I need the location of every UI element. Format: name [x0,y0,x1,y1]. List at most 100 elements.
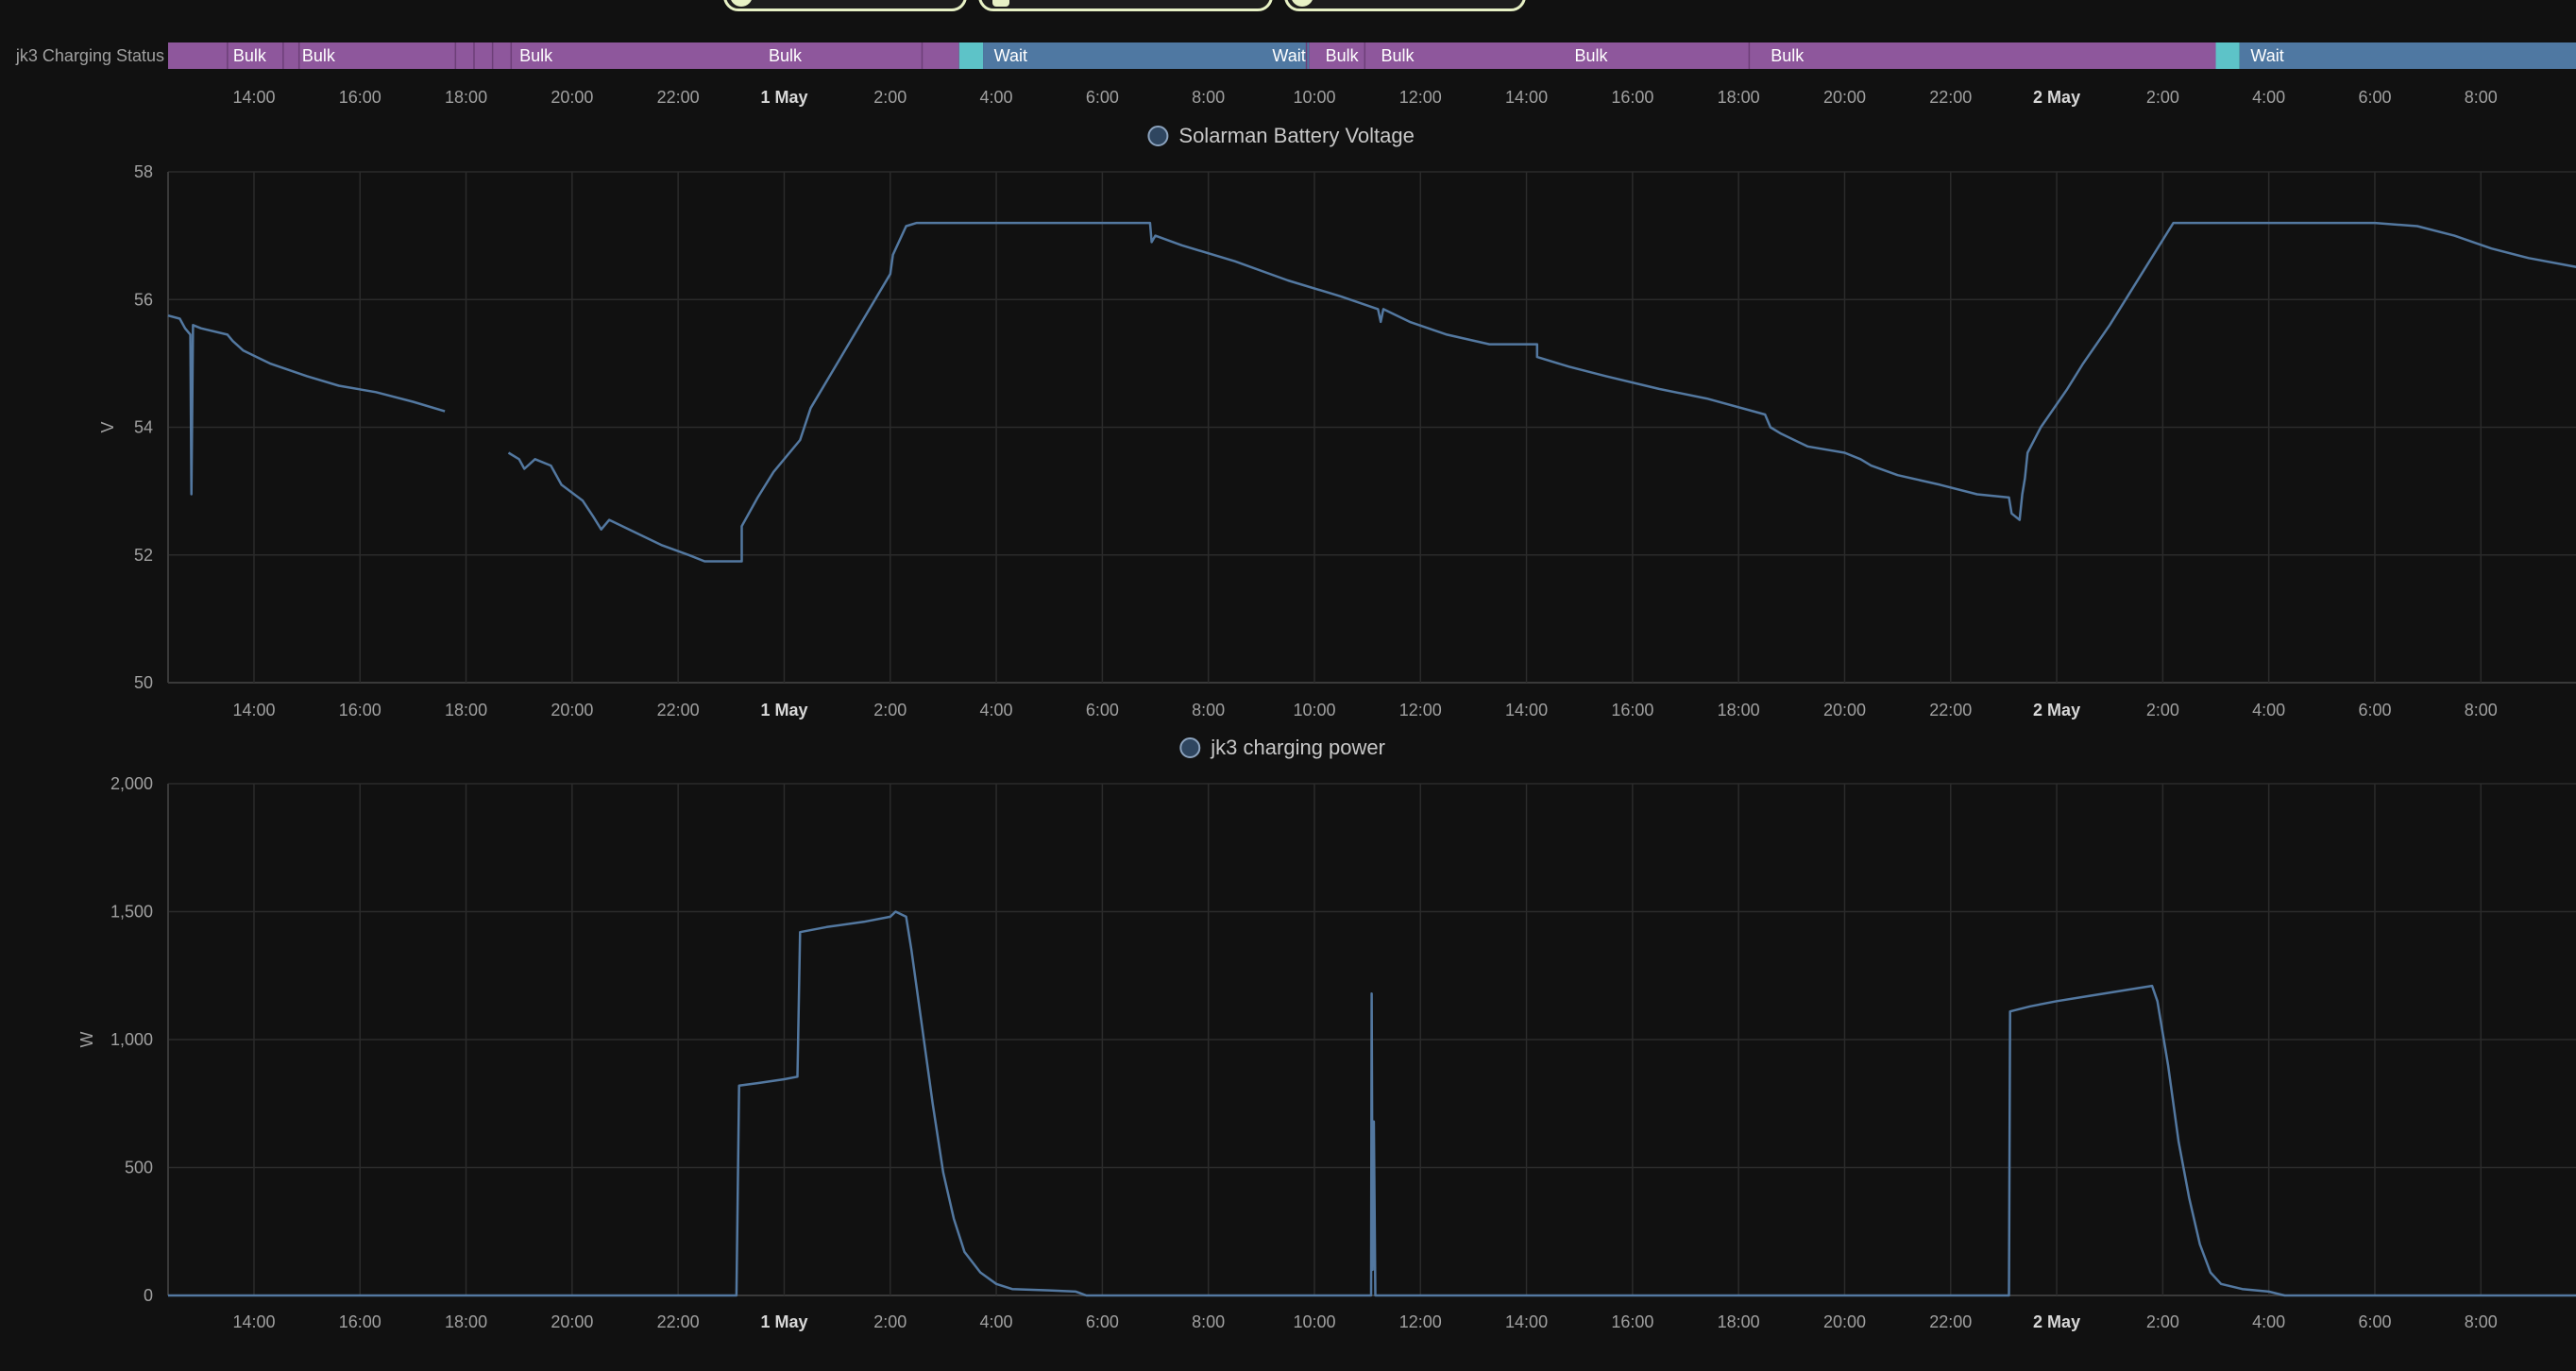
voltage-chart-x-tick: 18:00 [1718,701,1760,719]
timeline-state-label: Bulk [1381,46,1415,65]
power-chart-x-tick: 8:00 [1192,1312,1225,1331]
timeline-state-label: Bulk [233,46,267,65]
power-chart-y-tick: 1,500 [110,903,153,922]
voltage-chart-x-tick: 10:00 [1293,701,1335,719]
power-chart-x-tick: 16:00 [1611,1312,1653,1331]
voltage-chart-x-tick: 6:00 [1086,701,1119,719]
timeline-segment-wait [2239,42,2576,69]
timeline-segment-bulk [1309,42,2216,69]
power-chart-x-tick: 18:00 [445,1312,487,1331]
voltage-chart-x-tick: 20:00 [551,701,593,719]
voltage-chart-x-tick: 22:00 [657,701,700,719]
voltage-chart-x-tick: 4:00 [980,701,1013,719]
power-chart-x-tick: 16:00 [339,1312,381,1331]
voltage-chart-x-tick: 16:00 [339,701,381,719]
power-chart-x-tick: 4:00 [980,1312,1013,1331]
timeline-state-label: Wait [994,46,1027,65]
power-chart-x-tick: 4:00 [2252,1312,2285,1331]
power-chart-x-tick: 6:00 [1086,1312,1119,1331]
timeline-state-label: Bulk [1326,46,1360,65]
voltage-chart-series-line [167,313,446,496]
timeline-state-label: Bulk [302,46,336,65]
power-chart-y-tick: 2,000 [110,774,153,793]
power-chart-y-label: W [77,1032,96,1048]
power-chart-x-tick: 14:00 [1505,1312,1548,1331]
power-chart-x-tick: 2:00 [2146,1312,2179,1331]
voltage-chart-legend-swatch [1147,126,1169,146]
voltage-chart-x-tick: 2:00 [2146,701,2179,719]
power-chart-x-tick: 14:00 [232,1312,275,1331]
timeline-state-label: Bulk [1771,46,1805,65]
voltage-chart-y-tick: 50 [134,673,153,692]
power-chart-x-tick: 12:00 [1399,1312,1442,1331]
timeline-x-tick: 18:00 [1718,88,1760,107]
timeline-segment-wait [983,42,1310,69]
voltage-chart-x-tick: 2 May [2033,701,2080,719]
circle-icon [730,0,753,7]
timeline-x-tick: 12:00 [1399,88,1442,107]
timeline-x-tick: 2:00 [873,88,907,107]
voltage-chart-y-tick: 56 [134,290,153,309]
timeline-x-tick: 18:00 [445,88,487,107]
power-chart-x-tick: 1 May [760,1312,807,1331]
power-chart-legend: jk3 charging power [1179,736,1385,759]
timeline-x-tick: 1 May [760,88,807,107]
voltage-chart-y-tick: 52 [134,546,153,565]
power-chart-series-line [168,910,2576,1297]
voltage-chart-x-tick: 8:00 [2465,701,2498,719]
timeline-x-tick: 2 May [2033,88,2080,107]
voltage-chart-x-tick: 14:00 [232,701,275,719]
timeline-x-tick: 6:00 [1086,88,1119,107]
timeline-x-tick: 14:00 [1505,88,1548,107]
timeline-x-tick: 4:00 [2252,88,2285,107]
power-chart-y-tick: 1,000 [110,1030,153,1049]
power-chart-x-tick: 20:00 [1823,1312,1866,1331]
voltage-chart-x-tick: 18:00 [445,701,487,719]
timeline-x-tick: 8:00 [1192,88,1225,107]
voltage-chart-series-line [507,221,2576,563]
timeline-x-tick: 16:00 [1611,88,1653,107]
power-chart-x-tick: 22:00 [1929,1312,1972,1331]
timeline-x-tick: 10:00 [1293,88,1335,107]
battery-icon [992,0,1009,7]
timeline-x-tick: 6:00 [2358,88,2391,107]
voltage-chart-x-tick: 1 May [760,701,807,719]
timeline-x-tick: 4:00 [980,88,1013,107]
timeline-segment-wait [958,42,984,69]
voltage-chart-x-tick: 4:00 [2252,701,2285,719]
power-chart-x-tick: 18:00 [1718,1312,1760,1331]
timeline-state-label: Bulk [1574,46,1608,65]
timeline-state-label: Bulk [519,46,553,65]
power-chart-x-tick: 2:00 [873,1312,907,1331]
timeline-x-tick: 22:00 [1929,88,1972,107]
voltage-chart-y-tick: 58 [134,162,153,181]
voltage-chart-x-tick: 12:00 [1399,701,1442,719]
voltage-chart-legend: Solarman Battery Voltage [1147,124,1415,147]
timeline-x-tick: 8:00 [2465,88,2498,107]
timeline-row-label: jk3 Charging Status [15,46,164,65]
timeline-x-tick: 20:00 [551,88,593,107]
timeline-state-label: Wait [2250,46,2283,65]
voltage-chart-x-tick: 20:00 [1823,701,1866,719]
timeline-state-label: Wait [1272,46,1305,65]
timeline-segment-bulk [168,42,959,69]
voltage-chart-legend-label: Solarman Battery Voltage [1178,124,1414,147]
power-chart-legend-label: jk3 charging power [1210,736,1385,759]
power-chart-x-tick: 22:00 [657,1312,700,1331]
voltage-chart-x-tick: 16:00 [1611,701,1653,719]
power-chart-y-tick: 0 [144,1286,153,1305]
voltage-chart-x-tick: 6:00 [2358,701,2391,719]
voltage-chart-y-tick: 54 [134,418,153,437]
timeline-x-tick: 14:00 [232,88,275,107]
power-chart-x-tick: 6:00 [2358,1312,2391,1331]
timeline-segment-wait [2215,42,2240,69]
timeline-x-tick: 22:00 [657,88,700,107]
timeline-x-tick: 16:00 [339,88,381,107]
timeline-x-tick: 20:00 [1823,88,1866,107]
power-chart-x-tick: 20:00 [551,1312,593,1331]
timeline-x-tick: 2:00 [2146,88,2179,107]
voltage-chart-y-label: V [98,421,117,432]
power-chart-x-tick: 2 May [2033,1312,2080,1331]
power-chart-y-tick: 500 [125,1159,153,1177]
